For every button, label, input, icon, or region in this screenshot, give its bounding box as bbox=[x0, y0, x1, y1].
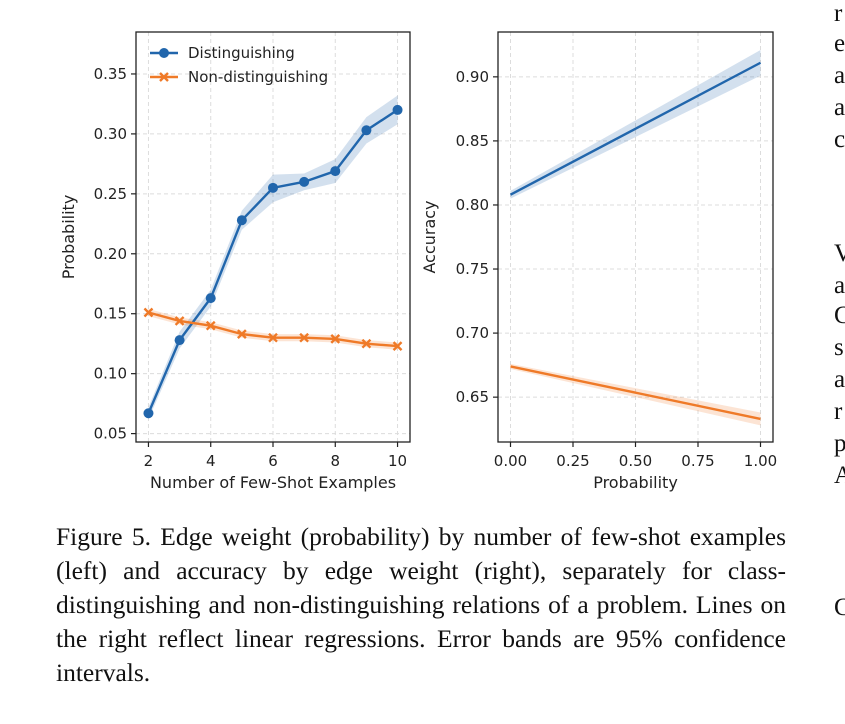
data-point-x bbox=[268, 332, 278, 343]
margin-letter: r bbox=[834, 0, 843, 27]
data-point-circle bbox=[392, 104, 403, 115]
legend-marker-x bbox=[159, 72, 169, 82]
margin-letter: a bbox=[834, 94, 845, 121]
legend-label-0: Distinguishing bbox=[188, 44, 295, 62]
legend-label-1: Non-distinguishing bbox=[188, 68, 328, 86]
data-point-x bbox=[174, 316, 185, 326]
x-tick-label: 0.00 bbox=[494, 452, 527, 470]
x-tick-label: 0.50 bbox=[619, 452, 652, 470]
y-tick-label: 0.05 bbox=[94, 425, 127, 443]
y-tick-label: 0.10 bbox=[94, 365, 127, 383]
x-tick-label: 2 bbox=[144, 452, 154, 470]
left-chart: 2 4 6 8 10 0.05 0.10 0.15 0.20 0.25 0.30 0.35 Number… bbox=[59, 31, 411, 492]
y-tick-label: 0.75 bbox=[456, 260, 489, 278]
x-tick-label: 1.00 bbox=[744, 452, 777, 470]
data-point-x bbox=[143, 307, 154, 318]
y-tick-label: 0.80 bbox=[456, 196, 489, 214]
margin-letter: V bbox=[834, 240, 845, 267]
confidence-band-0 bbox=[148, 95, 398, 420]
data-point-x bbox=[330, 334, 341, 344]
data-point-x bbox=[205, 320, 216, 331]
series-line-0 bbox=[509, 61, 762, 196]
x-tick-label: 10 bbox=[388, 452, 407, 470]
data-point-x bbox=[237, 329, 247, 339]
x-axis-label: Number of Few-Shot Examples bbox=[150, 473, 396, 492]
data-point-x bbox=[299, 332, 309, 343]
margin-letter: a bbox=[834, 62, 845, 89]
data-point-circle bbox=[205, 293, 216, 304]
x-axis-label: Probability bbox=[593, 473, 678, 492]
y-tick-label: 0.90 bbox=[456, 68, 489, 86]
x-tick-label: 0.25 bbox=[556, 452, 589, 470]
series-line-1 bbox=[510, 365, 761, 421]
margin-letter: a bbox=[834, 366, 845, 393]
y-tick-label: 0.15 bbox=[94, 305, 127, 323]
y-axis-label: Probability bbox=[59, 195, 78, 280]
x-tick-label: 4 bbox=[206, 452, 216, 470]
legend-marker-circle bbox=[159, 48, 169, 58]
y-tick-label: 0.20 bbox=[94, 245, 127, 263]
data-point-circle bbox=[268, 182, 278, 193]
data-point-x bbox=[361, 338, 372, 349]
y-tick-label: 0.65 bbox=[456, 388, 489, 406]
data-point-circle bbox=[361, 125, 372, 136]
data-point-circle bbox=[236, 215, 247, 226]
data-point-circle bbox=[174, 335, 185, 346]
y-tick-label: 0.25 bbox=[94, 185, 127, 203]
right-chart: 0.00 0.25 0.50 0.75 1.00 0.65 0.70 0.75 0.80 0.85… bbox=[420, 31, 777, 492]
margin-letter: a bbox=[834, 272, 845, 299]
margin-letter: C bbox=[834, 594, 845, 621]
y-tick-label: 0.35 bbox=[94, 65, 127, 83]
data-point-x bbox=[392, 341, 403, 351]
y-axis-label: Accuracy bbox=[420, 200, 439, 273]
margin-letter: r bbox=[834, 398, 843, 425]
series-line-0 bbox=[147, 108, 399, 414]
x-tick-label: 8 bbox=[330, 452, 340, 470]
data-point-circle bbox=[143, 408, 154, 419]
figure-caption: Figure 5. Edge weight (probability) by n… bbox=[56, 522, 786, 687]
margin-letter: A bbox=[834, 462, 845, 489]
margin-letter: C bbox=[834, 302, 845, 329]
y-tick-label: 0.85 bbox=[456, 132, 489, 150]
margin-letter: c bbox=[834, 126, 845, 153]
y-tick-label: 0.70 bbox=[456, 324, 489, 342]
x-tick-label: 0.75 bbox=[681, 452, 714, 470]
margin-letter: p bbox=[834, 430, 845, 457]
y-tick-label: 0.30 bbox=[94, 125, 127, 143]
data-point-circle bbox=[299, 176, 310, 187]
data-point-circle bbox=[330, 166, 341, 177]
margin-letter: e bbox=[834, 30, 845, 57]
margin-letter: s bbox=[834, 334, 844, 361]
x-tick-label: 6 bbox=[268, 452, 278, 470]
